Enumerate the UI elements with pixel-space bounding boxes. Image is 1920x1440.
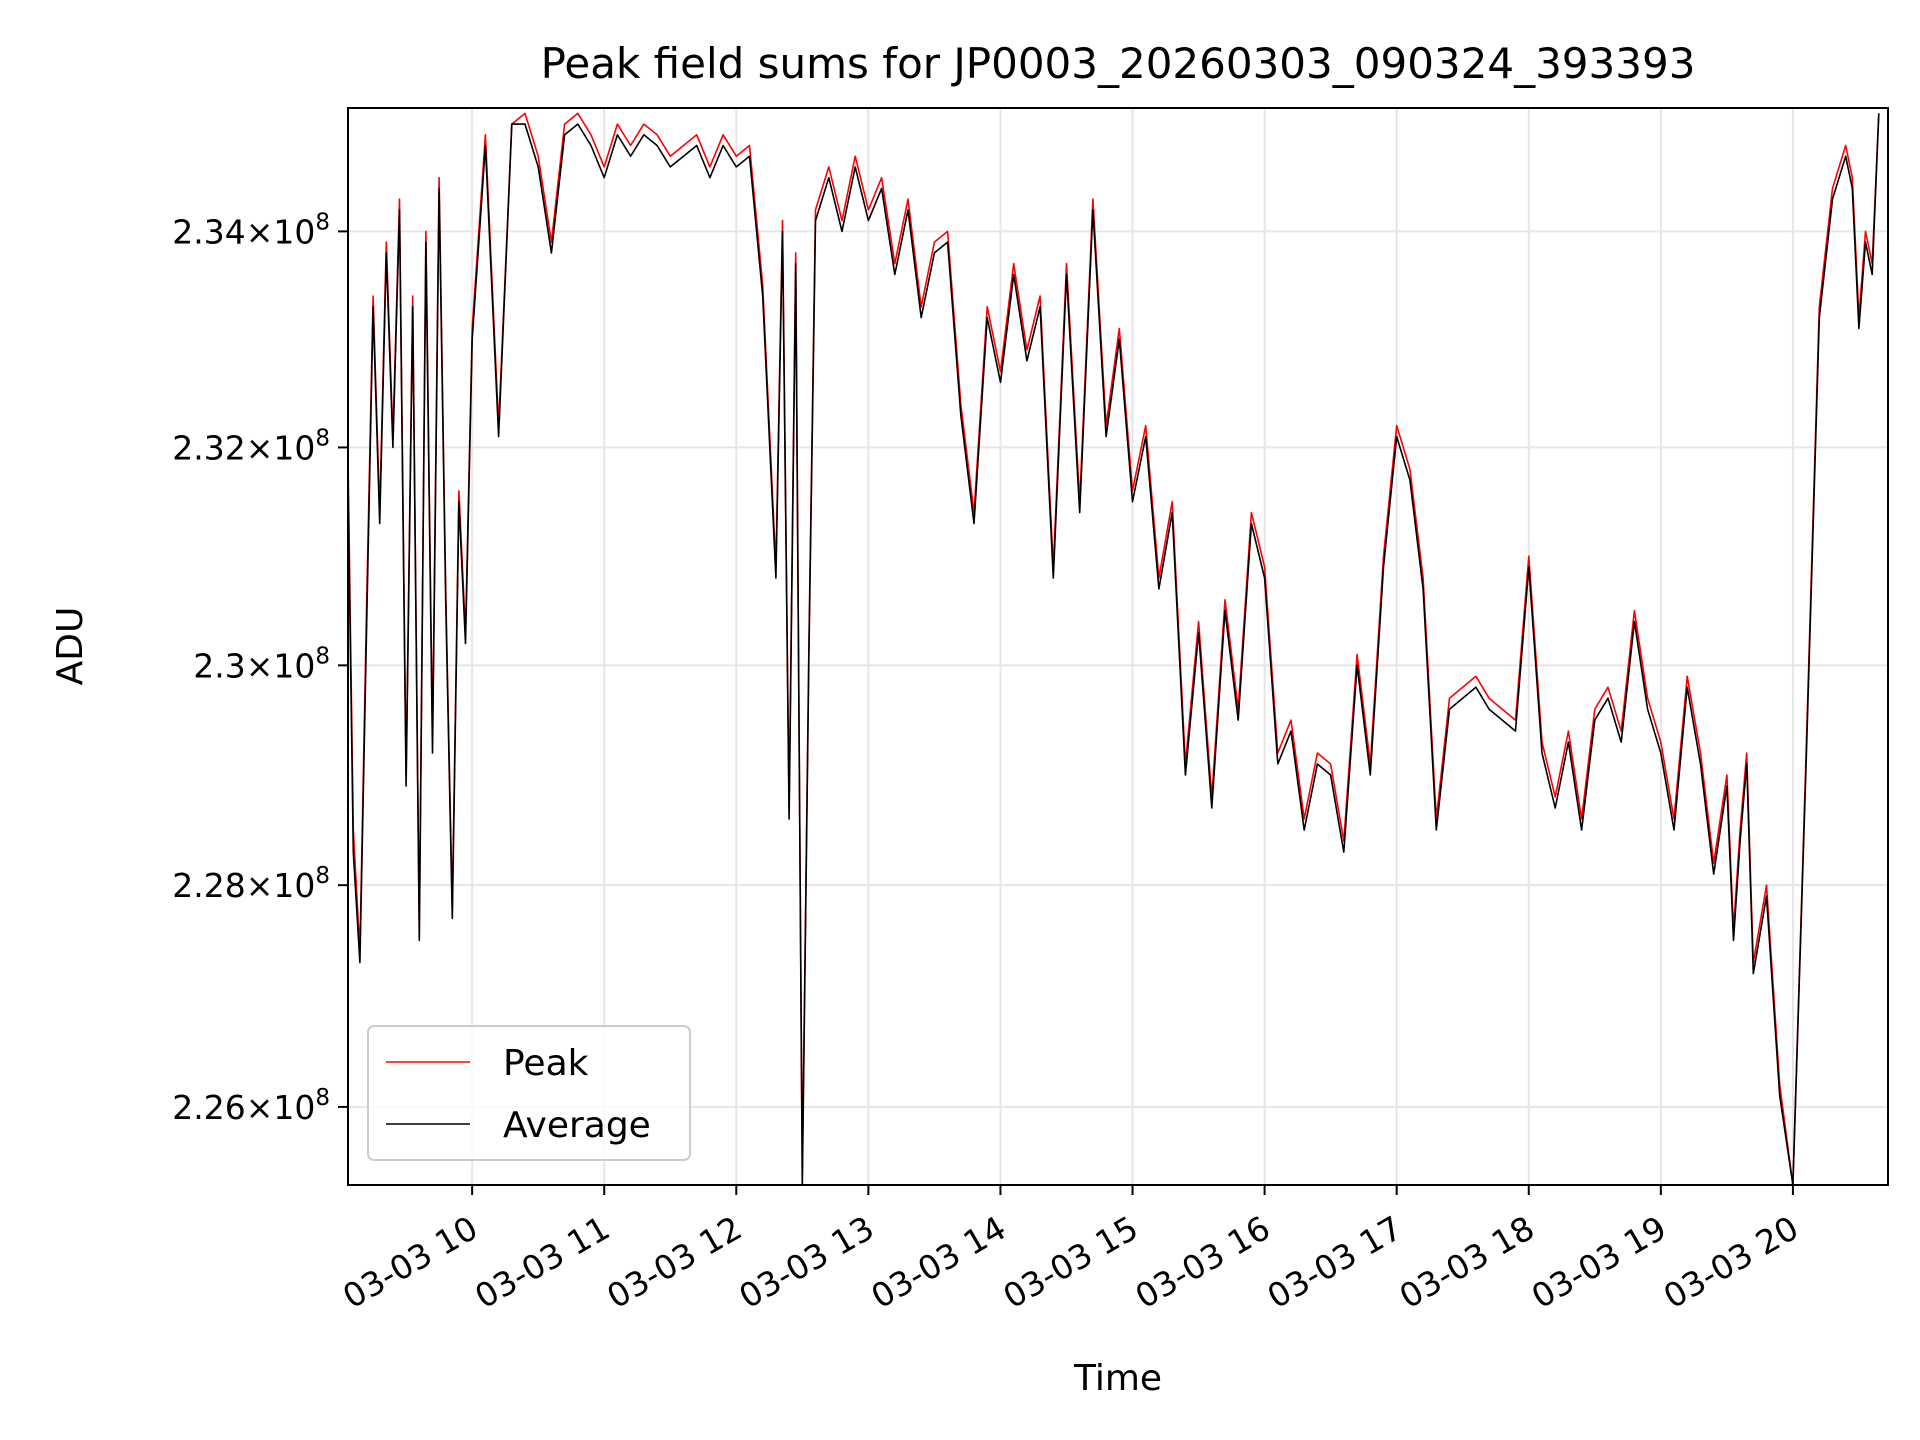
y-tick-label: 2.34×108 bbox=[172, 209, 330, 251]
y-tick-mantissa: 2.28 bbox=[172, 866, 245, 905]
y-tick-label: 2.32×108 bbox=[172, 425, 330, 467]
legend: Peak Average bbox=[367, 1025, 691, 1161]
y-tick-base: ×10 bbox=[246, 212, 316, 251]
y-tick-exponent: 8 bbox=[315, 425, 330, 451]
y-tick-label: 2.26×108 bbox=[172, 1085, 330, 1127]
y-tick-label: 2.28×108 bbox=[172, 863, 330, 905]
legend-label-average: Average bbox=[503, 1105, 651, 1146]
grid bbox=[348, 108, 1888, 1185]
y-tick-mantissa: 2.34 bbox=[172, 212, 245, 251]
legend-box bbox=[367, 1025, 691, 1161]
y-tick-base: ×10 bbox=[246, 646, 316, 685]
y-tick-base: ×10 bbox=[246, 866, 316, 905]
y-tick-base: ×10 bbox=[246, 428, 316, 467]
plot-frame bbox=[347, 107, 1889, 1186]
y-tick-base: ×10 bbox=[246, 1088, 316, 1127]
chart-title: Peak field sums for JP0003_20260303_0903… bbox=[541, 39, 1696, 88]
y-tick-label: 2.3×108 bbox=[193, 643, 330, 685]
y-tick-exponent: 8 bbox=[315, 863, 330, 889]
x-axis-label: Time bbox=[1073, 1358, 1162, 1399]
y-tick-exponent: 8 bbox=[315, 643, 330, 669]
legend-label-peak: Peak bbox=[503, 1043, 589, 1084]
y-axis-label: ADU bbox=[50, 607, 91, 686]
plot-lines bbox=[348, 112, 1880, 1185]
y-tick-exponent: 8 bbox=[315, 209, 330, 235]
series-line-average bbox=[348, 113, 1880, 1185]
y-tick-exponent: 8 bbox=[315, 1085, 330, 1111]
y-tick-mantissa: 2.26 bbox=[172, 1088, 245, 1127]
y-tick-mantissa: 2.32 bbox=[172, 428, 245, 467]
y-tick-mantissa: 2.3 bbox=[193, 646, 245, 685]
